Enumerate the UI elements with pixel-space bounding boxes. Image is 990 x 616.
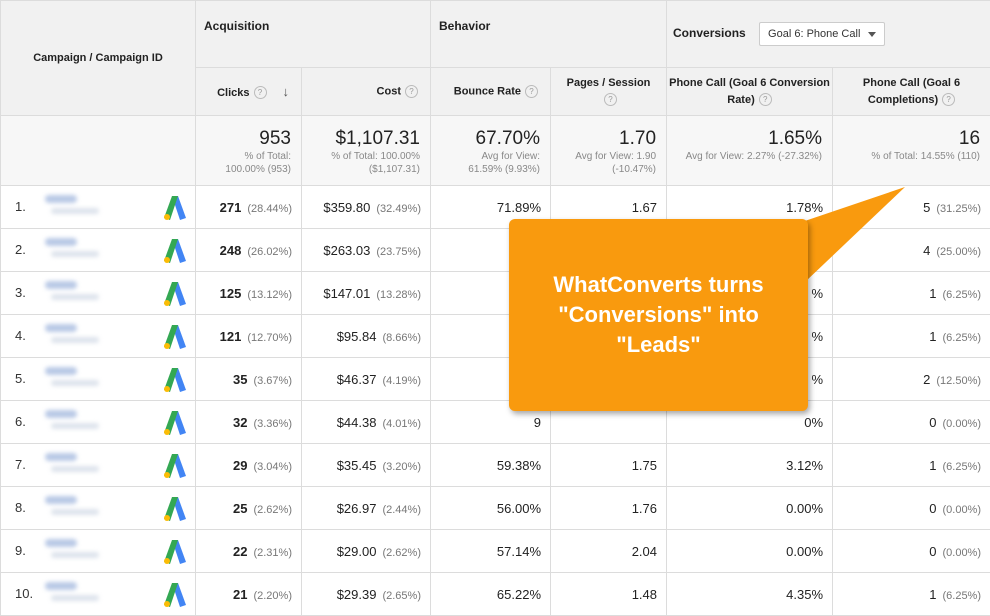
callout-box: WhatConverts turns "Conversions" into "L…	[509, 219, 808, 411]
callout-line: WhatConverts turns	[553, 270, 763, 300]
callout-line: "Leads"	[553, 330, 763, 360]
callout-line: "Conversions" into	[553, 300, 763, 330]
callout-pointer	[0, 0, 990, 600]
